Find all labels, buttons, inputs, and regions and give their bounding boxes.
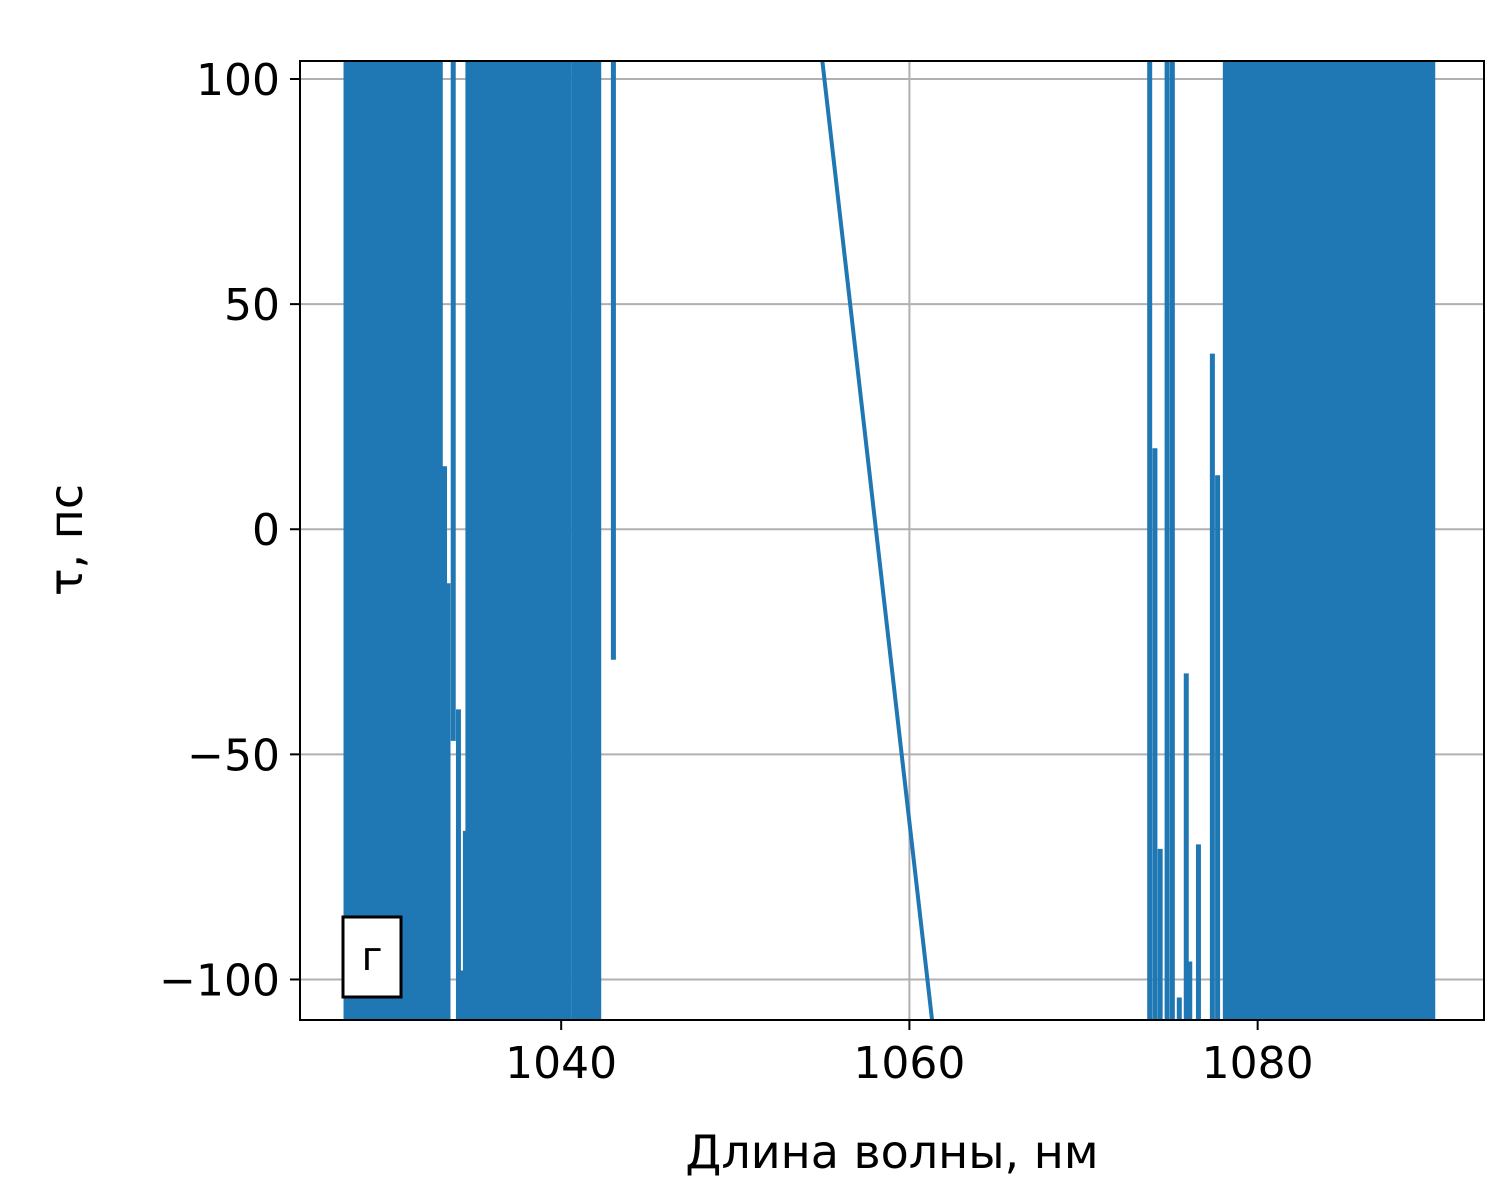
x-axis-label: Длина волны, нм [685,1125,1098,1179]
x-tick-label: 1040 [505,1038,617,1089]
panel-label-box: г [341,915,403,999]
noise-band [465,61,546,1020]
noise-band [343,61,443,1020]
data-series [343,61,1436,1020]
noise-band [545,61,572,1020]
y-tick-label: −50 [187,730,280,781]
noise-band [571,61,602,1020]
plot-frame [299,60,1485,1021]
axis-ticks: 1040 1060 1080 100 50 0 −50 −100 [159,55,1313,1089]
panel-label: г [361,934,382,980]
y-tick-label: 100 [196,55,280,106]
y-tick-label: 0 [252,505,280,556]
x-tick-label: 1060 [853,1038,965,1089]
x-tick-label: 1080 [1202,1038,1314,1089]
noise-band [1222,61,1436,1020]
series-line [820,61,935,1020]
y-tick-label: −100 [159,955,280,1006]
panel-label-frame [341,915,403,999]
y-tick-label: 50 [224,280,280,331]
y-axis-label: τ, пс [39,484,93,596]
